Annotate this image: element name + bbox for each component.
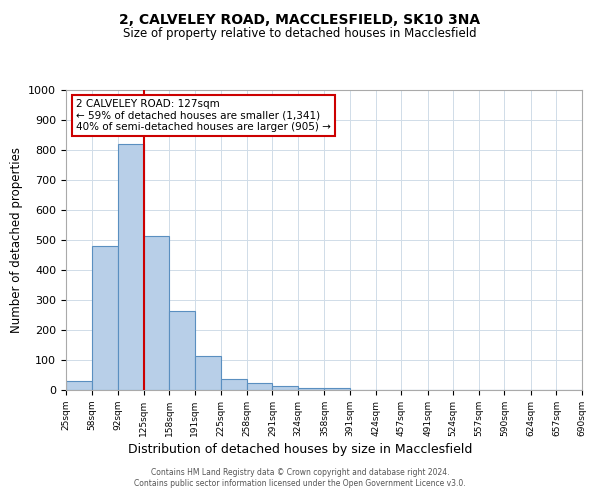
Bar [272, 386, 298, 390]
Bar [247, 384, 272, 390]
Bar [169, 310, 195, 390]
Text: 2, CALVELEY ROAD, MACCLESFIELD, SK10 3NA: 2, CALVELEY ROAD, MACCLESFIELD, SK10 3NA [119, 12, 481, 26]
Text: Distribution of detached houses by size in Macclesfield: Distribution of detached houses by size … [128, 442, 472, 456]
Bar [221, 379, 247, 390]
Bar [298, 388, 325, 390]
Text: Size of property relative to detached houses in Macclesfield: Size of property relative to detached ho… [123, 28, 477, 40]
Bar [143, 236, 169, 390]
Bar [195, 356, 221, 390]
Bar [118, 144, 143, 390]
Y-axis label: Number of detached properties: Number of detached properties [10, 147, 23, 333]
Text: 2 CALVELEY ROAD: 127sqm
← 59% of detached houses are smaller (1,341)
40% of semi: 2 CALVELEY ROAD: 127sqm ← 59% of detache… [76, 99, 331, 132]
Bar [66, 381, 92, 390]
Text: Contains HM Land Registry data © Crown copyright and database right 2024.
Contai: Contains HM Land Registry data © Crown c… [134, 468, 466, 487]
Bar [325, 388, 350, 390]
Bar [92, 246, 118, 390]
